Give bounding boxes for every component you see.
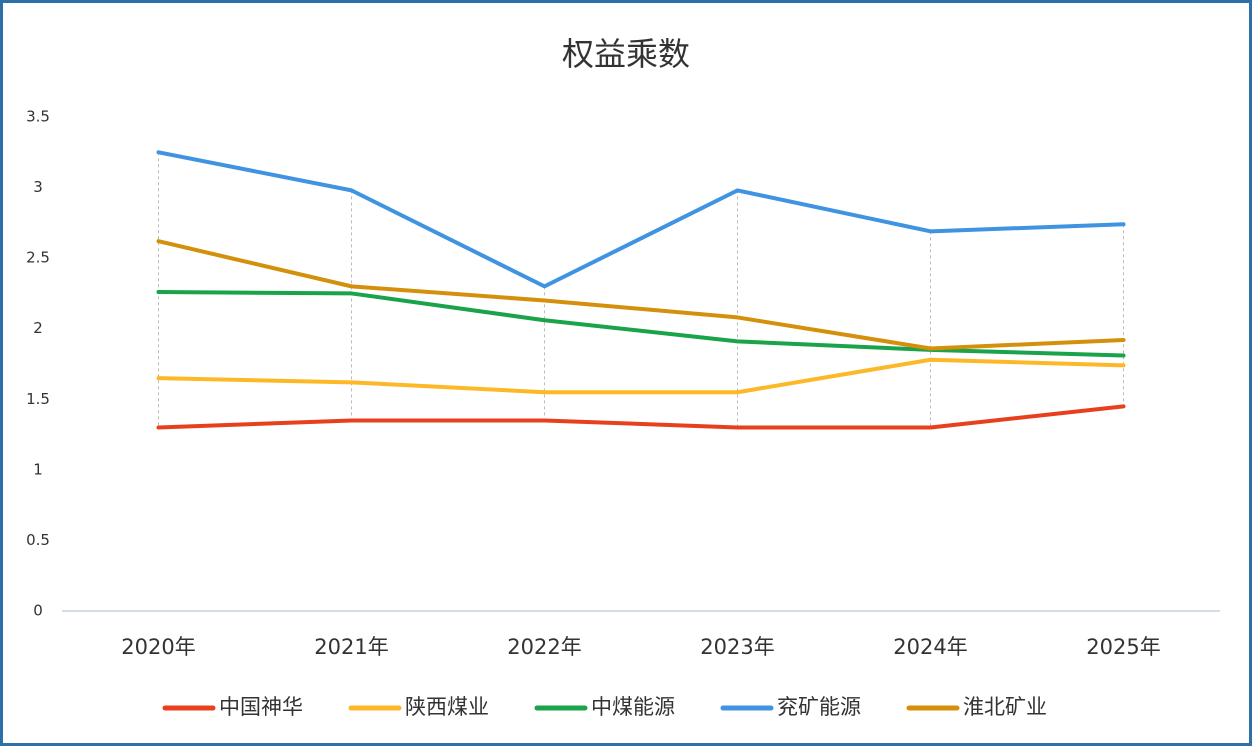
- x-tick-label: 2021年: [314, 635, 388, 659]
- y-tick-label: 1: [33, 460, 43, 478]
- x-tick-label: 2020年: [121, 635, 195, 659]
- series-line: [156, 239, 1126, 351]
- x-tick-label: 2023年: [700, 635, 774, 659]
- y-tick-label: 0.5: [26, 531, 50, 549]
- legend-label: 中煤能源: [591, 695, 675, 719]
- y-tick-label: 3: [33, 178, 43, 196]
- y-tick-label: 2: [33, 319, 43, 337]
- y-tick-label: 1.5: [26, 390, 50, 408]
- legend-label: 中国神华: [219, 695, 303, 719]
- legend-label: 淮北矿业: [963, 695, 1047, 719]
- chart-title: 权益乘数: [562, 35, 690, 73]
- y-tick-label: 3.5: [26, 108, 50, 126]
- series-line: [156, 404, 1126, 430]
- x-tick-label: 2025年: [1086, 635, 1160, 659]
- y-tick-label: 2.5: [26, 249, 50, 267]
- x-tick-label: 2022年: [507, 635, 581, 659]
- series-line: [156, 150, 1126, 289]
- x-tick-label: 2024年: [893, 635, 967, 659]
- legend-label: 陕西煤业: [405, 695, 489, 719]
- legend-label: 兖矿能源: [777, 695, 861, 719]
- y-tick-label: 0: [33, 602, 43, 620]
- series-line: [156, 290, 1126, 358]
- series-line: [156, 357, 1126, 395]
